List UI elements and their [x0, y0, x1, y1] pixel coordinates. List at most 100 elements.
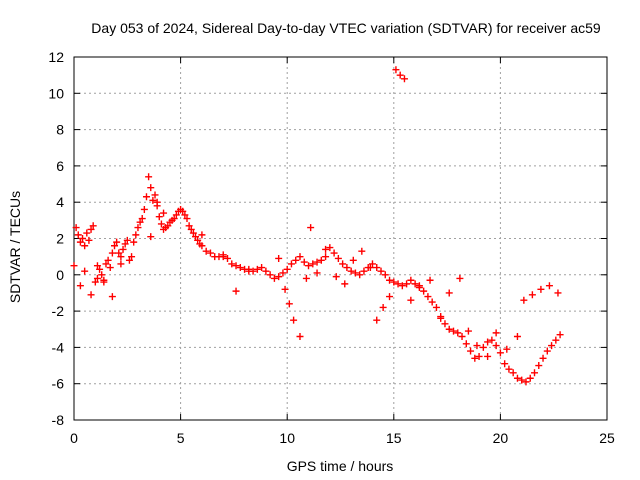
data-point	[349, 256, 357, 264]
data-point	[475, 352, 483, 360]
data-point	[164, 222, 172, 230]
data-point	[313, 269, 321, 277]
data-point	[149, 196, 157, 204]
data-point	[522, 378, 530, 386]
data-point	[270, 274, 278, 282]
data-point	[390, 278, 398, 286]
data-point	[381, 271, 389, 279]
data-point	[117, 253, 125, 261]
data-point	[192, 233, 200, 241]
data-point	[454, 329, 462, 337]
data-point	[501, 360, 509, 368]
data-point	[368, 260, 376, 268]
y-tick-label: 6	[56, 158, 64, 174]
data-point	[322, 253, 330, 261]
data-point	[386, 293, 394, 301]
data-point	[322, 245, 330, 253]
data-point	[170, 215, 178, 223]
data-point	[132, 231, 140, 239]
data-point	[366, 264, 374, 272]
data-point	[309, 260, 317, 268]
data-point	[513, 333, 521, 341]
data-point	[484, 338, 492, 346]
data-point	[373, 316, 381, 324]
data-point	[102, 260, 110, 268]
data-point	[302, 274, 310, 282]
data-point	[194, 236, 202, 244]
data-point	[232, 262, 240, 270]
data-point	[85, 236, 93, 244]
data-point	[236, 264, 244, 272]
data-point	[157, 220, 165, 228]
data-point	[464, 327, 472, 335]
data-point	[283, 265, 291, 273]
x-tick-label: 5	[177, 430, 185, 446]
data-point	[91, 278, 99, 286]
grid	[74, 57, 607, 420]
data-point	[70, 262, 78, 270]
data-point	[87, 225, 95, 233]
data-point	[287, 260, 295, 268]
data-point	[72, 224, 80, 232]
x-axis-label: GPS time / hours	[287, 458, 394, 474]
data-point	[228, 260, 236, 268]
data-point	[526, 374, 534, 382]
data-point	[326, 244, 334, 252]
data-point	[296, 253, 304, 261]
data-point	[428, 298, 436, 306]
data-point	[394, 280, 402, 288]
data-point	[351, 269, 359, 277]
data-point	[115, 249, 123, 257]
data-point	[275, 273, 283, 281]
data-point	[142, 193, 150, 201]
y-tick-label: 10	[48, 85, 64, 101]
data-point	[108, 249, 116, 257]
data-point	[275, 254, 283, 262]
data-point	[198, 242, 206, 250]
data-point	[503, 345, 511, 353]
data-point	[108, 293, 116, 301]
data-point	[202, 247, 210, 255]
data-point	[93, 262, 101, 270]
data-point	[96, 265, 104, 273]
data-point	[445, 325, 453, 333]
data-point	[377, 267, 385, 275]
data-point	[113, 238, 121, 246]
data-point	[183, 215, 191, 223]
data-point	[341, 280, 349, 288]
data-point	[140, 205, 148, 213]
data-point	[98, 271, 106, 279]
data-point	[81, 242, 89, 250]
data-point	[492, 329, 500, 337]
data-points	[70, 66, 564, 386]
data-point	[232, 287, 240, 295]
data-point	[456, 274, 464, 282]
data-point	[160, 209, 168, 217]
data-point	[496, 349, 504, 357]
chart-title: Day 053 of 2024, Sidereal Day-to-day VTE…	[91, 20, 601, 36]
data-point	[172, 211, 180, 219]
data-point	[528, 291, 536, 299]
data-point	[458, 333, 466, 341]
data-point	[296, 333, 304, 341]
data-point	[492, 342, 500, 350]
data-point	[471, 354, 479, 362]
data-point	[332, 273, 340, 281]
data-point	[420, 287, 428, 295]
y-tick-label: -2	[52, 303, 65, 319]
data-point	[258, 264, 266, 272]
data-point	[545, 282, 553, 290]
data-point	[219, 253, 227, 261]
data-point	[128, 253, 136, 261]
data-point	[117, 260, 125, 268]
data-point	[473, 342, 481, 350]
data-point	[548, 342, 556, 350]
y-tick-label: -6	[52, 376, 65, 392]
data-point	[543, 347, 551, 355]
data-point	[292, 256, 300, 264]
data-point	[520, 296, 528, 304]
data-point	[488, 336, 496, 344]
data-point	[411, 280, 419, 288]
data-point	[155, 213, 163, 221]
